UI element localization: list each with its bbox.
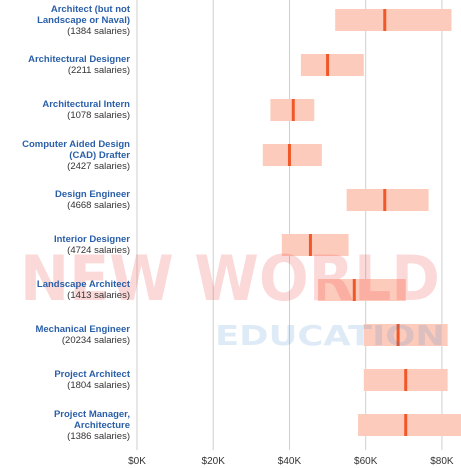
median-marker [308,234,312,256]
median-marker [352,279,356,301]
x-tick-label: $40K [278,456,302,467]
category-label: Architectural Designer (2211 salaries) [4,54,130,76]
category-name[interactable]: Project Manager, Architecture [53,408,130,431]
watermark: EDUCATION [215,319,445,352]
median-marker [404,414,408,436]
range-bar [363,324,448,346]
x-tick-label: $0K [128,456,146,467]
salary-count: (1384 salaries) [67,25,130,37]
range-bar [281,234,349,256]
category-name[interactable]: Architectural Intern [42,99,130,110]
salary-count: (1413 salaries) [67,290,130,301]
category-label: Interior Designer (4724 salaries) [4,234,130,256]
range-bar [300,54,364,76]
category-label: Landscape Architect (1413 salaries) [4,279,130,301]
category-label: Design Engineer (4668 salaries) [4,189,130,211]
category-name[interactable]: Project Architect [54,369,130,380]
median-marker [404,369,408,391]
median-marker [396,324,400,346]
salary-count: (4724 salaries) [67,245,130,256]
category-name[interactable]: Design Engineer [55,189,130,200]
salary-count: (20234 salaries) [61,335,130,346]
category-name[interactable]: Architectural Designer [28,54,130,65]
median-marker [291,99,295,121]
median-marker [287,144,291,166]
salary-count: (2211 salaries) [67,65,130,76]
x-tick-label: $60K [354,456,378,467]
x-tick-label: $80K [430,456,454,467]
category-name[interactable]: Computer Aided Design (CAD) Drafter [22,138,130,161]
x-tick-label: $20K [202,456,226,467]
category-label: Architectural Intern (1078 salaries) [4,99,130,121]
range-bar [262,144,322,166]
category-name[interactable]: Landscape Architect [36,279,130,290]
watermark: NEW WORLD [20,242,440,315]
category-label: Mechanical Engineer (20234 salaries) [4,324,130,346]
range-bar [318,279,406,301]
range-bar [335,9,452,31]
range-bar [358,414,461,436]
salary-count: (1386 salaries) [67,430,130,442]
median-marker [383,189,387,211]
salary-count: (2427 salaries) [67,160,130,172]
salary-count: (1078 salaries) [67,110,130,121]
category-label: Architect (but not Landscape or Naval) (1… [4,4,130,37]
category-name[interactable]: Mechanical Engineer [35,324,130,335]
salary-count: (4668 salaries) [67,200,130,211]
median-marker [383,9,387,31]
category-label: Project Architect (1804 salaries) [4,369,130,391]
salary-count: (1804 salaries) [67,380,130,391]
category-name[interactable]: Architect (but not Landscape or Naval) [37,3,130,26]
category-label: Computer Aided Design (CAD) Drafter (2427… [4,139,130,172]
category-label: Project Manager, Architecture (1386 salar… [4,409,130,442]
range-bar [346,189,429,211]
category-name[interactable]: Interior Designer [53,234,130,245]
median-marker [326,54,330,76]
